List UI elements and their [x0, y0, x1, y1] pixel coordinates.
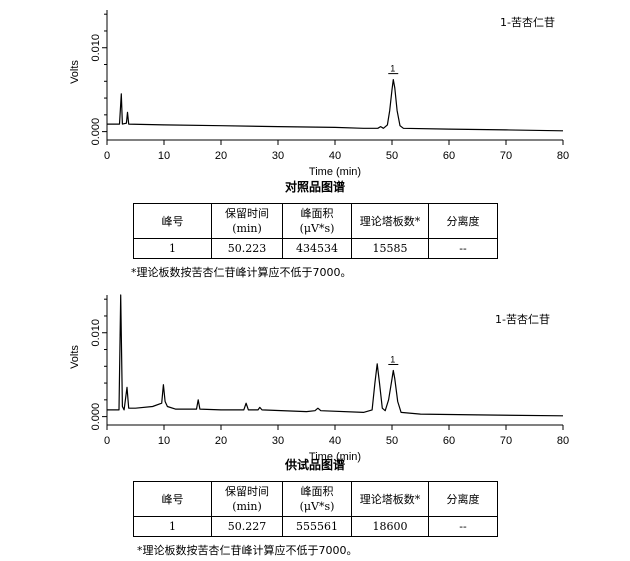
chromatogram-trace: [107, 79, 564, 132]
x-axis-title: Time (min): [309, 166, 361, 178]
y-axis-title: Volts: [69, 60, 81, 84]
sample-results-table: 峰号 保留时间 (min) 峰面积 (μV*s) 理论塔板数* 分离度 1 50.2…: [133, 481, 498, 537]
header-retention-time: 保留时间 (min): [211, 203, 283, 239]
x-tick-label: 0: [104, 150, 110, 162]
header-theoretical-plates: 理论塔板数*: [351, 481, 429, 517]
x-tick-label: 50: [386, 435, 398, 447]
x-tick-label: 60: [443, 435, 455, 447]
x-tick-label: 0: [104, 435, 110, 447]
header-resolution: 分离度: [428, 481, 498, 517]
peak-number-label: 1: [390, 64, 395, 74]
x-tick-label: 20: [215, 150, 227, 162]
cell-retention-time: 50.227: [211, 516, 283, 537]
y-tick-label: 0.000: [90, 118, 102, 146]
x-tick-label: 10: [158, 150, 170, 162]
x-tick-label: 20: [215, 435, 227, 447]
y-tick-label: 0.010: [90, 34, 102, 62]
reference-results-table: 峰号 保留时间 (min) 峰面积 (μV*s) 理论塔板数* 分离度 1 50.2…: [133, 203, 498, 259]
cell-peak-area: 555561: [282, 516, 352, 537]
header-retention-time: 保留时间 (min): [211, 481, 283, 517]
x-tick-label: 60: [443, 150, 455, 162]
reference-chromatogram: 0 10 20 30 40 50 60 70 80 0.000 0.010 Volts Time (…: [69, 10, 569, 178]
plate-count-note: *理论板数按苦杏仁苷峰计算应不低于7000。: [131, 266, 352, 279]
cell-peak-number: 1: [133, 238, 212, 259]
cell-peak-number: 1: [133, 516, 212, 537]
table-row: 1 50.227 555561 18600 --: [133, 516, 498, 537]
x-tick-label: 70: [500, 150, 512, 162]
x-tick-label: 40: [329, 435, 341, 447]
cell-peak-area: 434534: [282, 238, 352, 259]
peak-number-label: 1: [390, 354, 395, 364]
x-tick-label: 80: [557, 150, 569, 162]
x-tick-label: 30: [272, 435, 284, 447]
cell-resolution: --: [428, 238, 498, 259]
x-tick-label: 80: [557, 435, 569, 447]
header-peak-number: 峰号: [133, 481, 212, 517]
cell-retention-time: 50.223: [211, 238, 283, 259]
table-header-row: 峰号 保留时间 (min) 峰面积 (μV*s) 理论塔板数* 分离度: [133, 481, 498, 517]
x-tick-label: 30: [272, 150, 284, 162]
cell-resolution: --: [428, 516, 498, 537]
y-tick-label: 0.010: [90, 319, 102, 347]
header-peak-area: 峰面积 (μV*s): [282, 481, 352, 517]
x-axis-title: Time (min): [309, 451, 361, 463]
table-header-row: 峰号 保留时间 (min) 峰面积 (μV*s) 理论塔板数* 分离度: [133, 203, 498, 239]
plate-count-note: *理论板数按苦杏仁苷峰计算应不低于7000。: [137, 544, 358, 557]
sample-chromatogram: 0 10 20 30 40 50 60 70 80 0.000 0.010 Volts Time (…: [69, 294, 569, 463]
x-tick-label: 50: [386, 150, 398, 162]
chart-axes: 0 10 20 30 40 50 60 70 80 0.000 0.010: [90, 295, 569, 447]
chart-axes: 0 10 20 30 40 50 60 70 80 0.000 0.010: [90, 10, 569, 162]
x-tick-label: 40: [329, 150, 341, 162]
sample-chromatogram-caption: 供试品图谱: [284, 458, 345, 472]
header-theoretical-plates: 理论塔板数*: [351, 203, 429, 239]
header-peak-area: 峰面积 (μV*s): [282, 203, 352, 239]
x-tick-label: 10: [158, 435, 170, 447]
x-tick-label: 70: [500, 435, 512, 447]
table-row: 1 50.223 434534 15585 --: [133, 238, 498, 259]
header-resolution: 分离度: [428, 203, 498, 239]
header-peak-number: 峰号: [133, 203, 212, 239]
compound-legend-label: 1-苦杏仁苷: [495, 312, 550, 326]
reference-chromatogram-caption: 对照品图谱: [284, 180, 345, 194]
cell-theoretical-plates: 15585: [351, 238, 429, 259]
chromatogram-trace: [107, 294, 564, 417]
y-tick-label: 0.000: [90, 403, 102, 431]
cell-theoretical-plates: 18600: [351, 516, 429, 537]
compound-legend-label: 1-苦杏仁苷: [500, 15, 555, 29]
y-axis-title: Volts: [69, 345, 81, 369]
